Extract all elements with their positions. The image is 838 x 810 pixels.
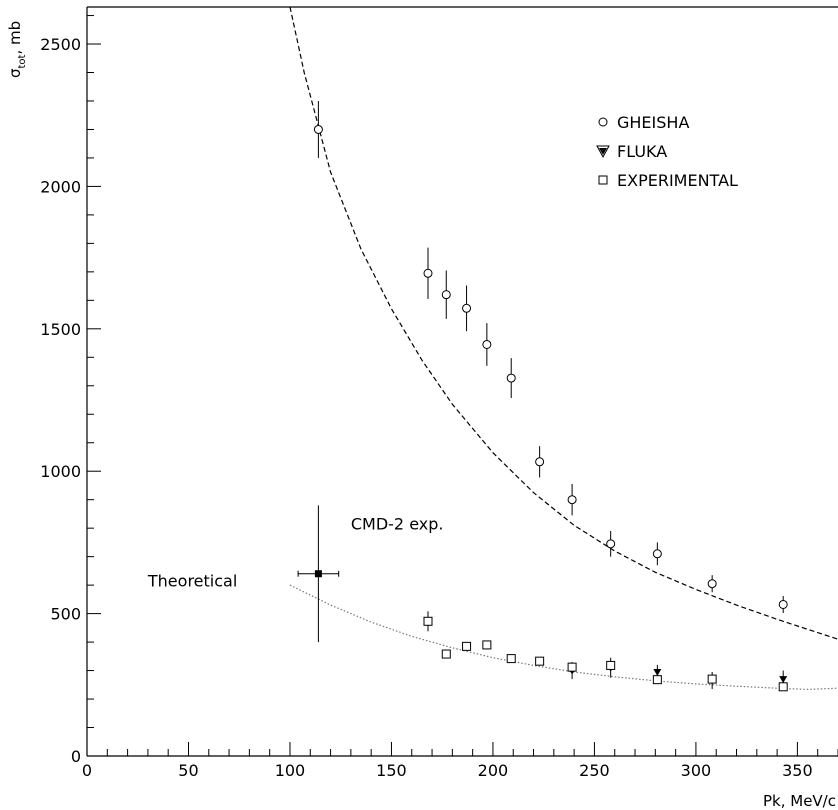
legend-marker-outline [596, 145, 610, 159]
x-tick-label: 250 [579, 761, 610, 780]
open-square-point [462, 641, 472, 651]
open-circle-point [313, 124, 323, 134]
open-square-point [535, 656, 545, 666]
open-square-point [652, 675, 662, 685]
open-circle-point [423, 268, 433, 278]
axes-layer: 0 50 100 150 200 250 300 350 0 500 1000 1500 2000 250… [40, 6, 838, 780]
curves-layer [289, 6, 838, 691]
open-circle-point [441, 290, 451, 300]
legend-marker-triangle-down [599, 148, 607, 155]
x-tick-label: 50 [178, 761, 198, 780]
legend-label: GHEISHA [617, 113, 689, 132]
open-circle-point [506, 373, 516, 383]
dotted-curve [289, 584, 838, 691]
y-tick-label: 1500 [40, 320, 81, 339]
x-axis-title: Pk, MeV/c [763, 792, 836, 810]
points-layer [297, 100, 788, 692]
y-axis-title: σtot, mb [6, 21, 28, 78]
open-circle-point [567, 495, 577, 505]
y-tick-label: 500 [50, 605, 81, 624]
triangle-down-point [779, 676, 788, 684]
open-circle-point [535, 457, 545, 467]
dashed-curve [289, 6, 838, 640]
y-axis-title-main: σ [6, 68, 24, 78]
triangle-down-point [653, 668, 662, 676]
open-square-point [606, 660, 616, 670]
open-square-point [423, 616, 433, 626]
open-circle-point [707, 579, 717, 589]
open-square-point [707, 674, 717, 684]
filled-square-point [314, 570, 322, 578]
open-square-point [778, 682, 788, 692]
open-square-point [482, 640, 492, 650]
y-tick-label: 2500 [40, 35, 81, 54]
x-tick-label: 200 [478, 761, 509, 780]
annotation-label: Theoretical [147, 572, 237, 591]
legend-marker-open-square [598, 175, 608, 185]
open-circle-point [778, 599, 788, 609]
open-square-point [441, 649, 451, 659]
y-tick-label: 0 [71, 747, 81, 766]
x-tick-label: 100 [275, 761, 306, 780]
legend-label: FLUKA [617, 142, 667, 161]
annotation-label: CMD-2 exp. [351, 515, 444, 534]
y-axis-title-unit: , mb [6, 21, 24, 55]
x-tick-label: 350 [782, 761, 813, 780]
open-circle-point [462, 303, 472, 313]
open-square-point [567, 662, 577, 672]
legend: GHEISHA FLUKA EXPERIMENTAL [596, 113, 738, 190]
x-tick-label: 150 [376, 761, 407, 780]
open-square-point [506, 654, 516, 664]
legend-label: EXPERIMENTAL [617, 171, 738, 190]
annotations: Theoretical CMD-2 exp. [147, 515, 444, 591]
y-tick-label: 1000 [40, 462, 81, 481]
x-tick-label: 300 [681, 761, 712, 780]
y-tick-label: 2000 [40, 177, 81, 196]
open-circle-point [482, 339, 492, 349]
y-axis-title-sub: tot [17, 54, 28, 68]
open-circle-point [652, 549, 662, 559]
legend-marker-open-circle [598, 117, 608, 127]
open-circle-point [606, 539, 616, 549]
x-tick-label: 0 [82, 761, 92, 780]
